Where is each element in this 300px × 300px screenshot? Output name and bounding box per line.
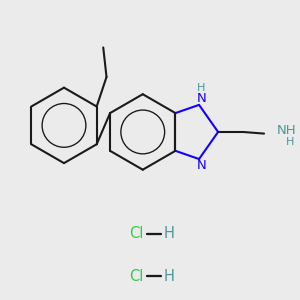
Text: Cl: Cl <box>129 226 143 241</box>
Text: H: H <box>196 83 205 93</box>
Text: Cl: Cl <box>129 269 143 284</box>
Text: N: N <box>197 92 207 105</box>
Text: N: N <box>197 159 207 172</box>
Text: H: H <box>285 137 294 148</box>
Text: H: H <box>164 226 174 241</box>
Text: H: H <box>164 269 174 284</box>
Text: NH: NH <box>277 124 297 137</box>
